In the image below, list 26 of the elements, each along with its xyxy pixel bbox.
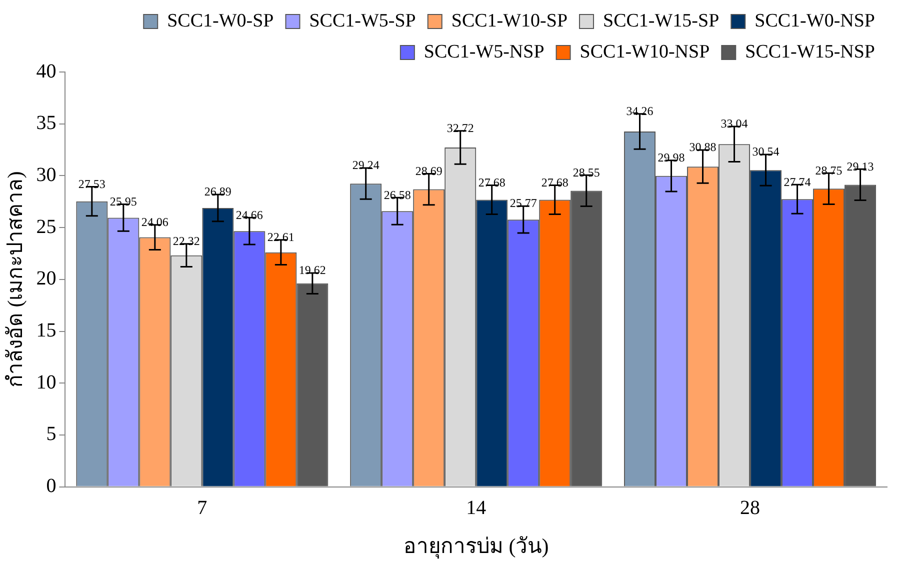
- x-tick-label: 7: [197, 497, 208, 520]
- x-tick-label: 28: [740, 497, 760, 520]
- legend-label: SCC1-W5-SP: [309, 10, 416, 32]
- legend-label: SCC1-W0-SP: [167, 10, 274, 32]
- y-tick-label: 25: [36, 216, 56, 238]
- legend-label: SCC1-W5-NSP: [424, 41, 544, 62]
- legend-label: SCC1-W15-NSP: [745, 41, 876, 62]
- y-tick-label: 40: [36, 60, 56, 82]
- data-label: 26.58: [384, 188, 411, 202]
- x-axis-title: อายุการบ่ม (วัน): [403, 534, 549, 559]
- data-label: 28.55: [572, 165, 600, 180]
- legend-label: SCC1-W0-NSP: [754, 10, 876, 32]
- y-tick-label: 20: [36, 268, 56, 290]
- data-label: 28.75: [815, 163, 842, 178]
- y-tick-label: 10: [36, 371, 56, 394]
- y-tick-label: 5: [46, 423, 56, 446]
- legend-label: SCC1-W10-NSP: [580, 41, 710, 62]
- y-tick-label: 30: [36, 164, 56, 186]
- x-tick-label: 14: [466, 497, 486, 520]
- legend-label: SCC1-W10-SP: [451, 10, 568, 32]
- y-tick-label: 0: [46, 475, 56, 498]
- y-tick-label: 35: [36, 112, 56, 134]
- y-tick-label: 15: [36, 320, 56, 342]
- legend-label: SCC1-W15-SP: [603, 10, 720, 32]
- y-axis-title: กำลังอัด (เมกะปาสคาล): [3, 171, 28, 388]
- data-label: 27.74: [784, 174, 811, 189]
